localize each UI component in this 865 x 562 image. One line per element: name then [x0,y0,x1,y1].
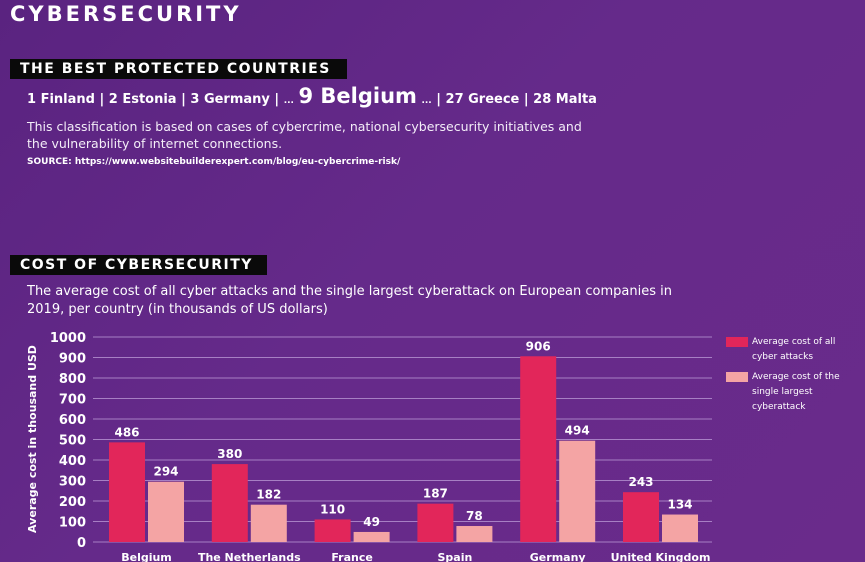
bar [353,531,390,542]
x-tick-label: Germany [530,551,586,562]
ranking-prefix: 1 Finland | 2 Estonia | 3 Germany | [27,92,284,107]
bar [456,526,493,542]
x-tick-label: United Kingdom [611,551,711,562]
chart-caption: The average cost of all cyber attacks an… [27,284,672,317]
ranking-description: This classification is based on cases of… [27,119,582,151]
ranking-suffix: | 27 Greece | 28 Malta [431,92,597,107]
data-label: 380 [217,447,242,461]
ranking-source: SOURCE: https://www.websitebuilderexpert… [27,157,401,167]
y-axis-label: Average cost in thousand USD [26,345,39,533]
bar [662,514,698,542]
legend-swatch-average [726,337,748,347]
legend-item-average: Average cost of all cyber attacks [726,335,856,365]
x-tick-label: The Netherlands [198,551,301,562]
y-tick-label: 700 [59,393,86,408]
chart-legend: Average cost of all cyber attacks Averag… [726,335,856,420]
x-tick-label: Belgium [121,551,172,562]
data-label: 494 [565,424,590,438]
y-tick-label: 800 [59,372,86,387]
data-label: 243 [628,475,653,489]
bar [211,464,248,542]
best-protected-header: THE BEST PROTECTED COUNTRIES [10,59,347,79]
bar [314,519,351,542]
cost-header: COST OF CYBERSECURITY [10,255,267,275]
data-label: 187 [423,487,448,501]
y-tick-label: 1000 [50,331,86,346]
data-label: 78 [466,509,483,523]
y-tick-label: 300 [59,475,86,490]
country-ranking: 1 Finland | 2 Estonia | 3 Germany | ... … [27,84,597,108]
data-label: 134 [667,498,692,512]
y-tick-label: 500 [59,434,86,449]
bar [520,356,557,542]
y-tick-label: 200 [59,495,86,510]
data-label: 110 [320,502,345,516]
bar [250,504,287,542]
data-label: 294 [153,465,178,479]
bar [148,481,184,542]
ranking-gap-1: ... [283,96,294,106]
y-tick-label: 900 [59,352,86,367]
x-tick-label: France [331,551,372,562]
legend-label-average: Average cost of all cyber attacks [752,337,836,362]
bar [559,440,596,542]
bar [109,442,145,542]
ranking-gap-2: ... [421,96,432,106]
legend-swatch-largest [726,372,748,382]
y-tick-label: 600 [59,413,86,428]
bar [623,492,659,542]
y-tick-label: 0 [77,536,86,551]
legend-item-largest: Average cost of the single largest cyber… [726,370,856,415]
ranking-highlight: 9 Belgium [298,84,417,108]
legend-label-largest: Average cost of the single largest cyber… [752,372,840,412]
data-label: 182 [256,488,281,502]
y-tick-label: 400 [59,454,86,469]
data-label: 906 [526,339,551,353]
data-label: 49 [363,515,380,529]
page-title: CYBERSECURITY [10,2,242,26]
x-tick-label: Spain [437,551,472,562]
bar [417,503,454,542]
y-tick-label: 100 [59,516,86,531]
data-label: 486 [114,425,139,439]
